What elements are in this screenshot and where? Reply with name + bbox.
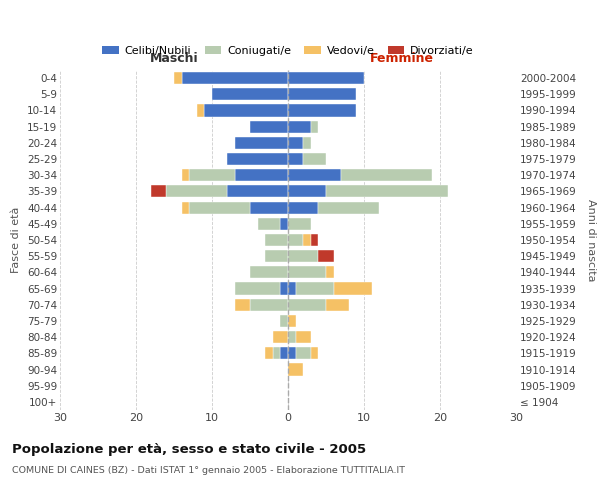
Bar: [288, 331, 296, 343]
Bar: [326, 186, 448, 198]
Bar: [265, 250, 288, 262]
Bar: [235, 282, 280, 294]
Bar: [250, 298, 288, 311]
Bar: [296, 331, 311, 343]
Bar: [235, 298, 250, 311]
Bar: [303, 234, 311, 246]
Bar: [174, 72, 182, 84]
Bar: [280, 348, 288, 360]
Bar: [341, 169, 433, 181]
Bar: [288, 250, 319, 262]
Bar: [189, 202, 250, 213]
Bar: [311, 348, 319, 360]
Bar: [319, 250, 334, 262]
Bar: [280, 282, 288, 294]
Bar: [311, 120, 319, 132]
Bar: [288, 72, 364, 84]
Bar: [288, 88, 356, 101]
Bar: [296, 282, 334, 294]
Bar: [182, 72, 288, 84]
Bar: [288, 137, 303, 149]
Bar: [189, 169, 235, 181]
Bar: [288, 348, 296, 360]
Y-axis label: Fasce di età: Fasce di età: [11, 207, 22, 273]
Bar: [280, 218, 288, 230]
Bar: [227, 186, 288, 198]
Bar: [303, 137, 311, 149]
Bar: [326, 266, 334, 278]
Bar: [182, 202, 189, 213]
Bar: [303, 153, 326, 165]
Bar: [319, 202, 379, 213]
Bar: [250, 202, 288, 213]
Bar: [250, 120, 288, 132]
Bar: [288, 153, 303, 165]
Bar: [235, 169, 288, 181]
Bar: [288, 104, 356, 117]
Bar: [166, 186, 227, 198]
Bar: [288, 234, 303, 246]
Bar: [250, 266, 288, 278]
Bar: [288, 169, 341, 181]
Text: Maschi: Maschi: [149, 52, 199, 65]
Bar: [326, 298, 349, 311]
Legend: Celibi/Nubili, Coniugati/e, Vedovi/e, Divorziati/e: Celibi/Nubili, Coniugati/e, Vedovi/e, Di…: [98, 42, 478, 60]
Bar: [265, 234, 288, 246]
Bar: [288, 218, 311, 230]
Bar: [334, 282, 371, 294]
Bar: [197, 104, 205, 117]
Bar: [311, 234, 319, 246]
Bar: [288, 298, 326, 311]
Bar: [288, 120, 311, 132]
Bar: [288, 315, 296, 327]
Bar: [182, 169, 189, 181]
Bar: [288, 202, 319, 213]
Bar: [227, 153, 288, 165]
Bar: [296, 348, 311, 360]
Bar: [288, 266, 326, 278]
Bar: [257, 218, 280, 230]
Bar: [212, 88, 288, 101]
Bar: [205, 104, 288, 117]
Text: Femmine: Femmine: [370, 52, 434, 65]
Bar: [288, 364, 303, 376]
Bar: [151, 186, 166, 198]
Bar: [288, 186, 326, 198]
Text: Popolazione per età, sesso e stato civile - 2005: Popolazione per età, sesso e stato civil…: [12, 442, 366, 456]
Bar: [273, 348, 280, 360]
Bar: [280, 315, 288, 327]
Y-axis label: Anni di nascita: Anni di nascita: [586, 198, 596, 281]
Bar: [288, 282, 296, 294]
Text: COMUNE DI CAINES (BZ) - Dati ISTAT 1° gennaio 2005 - Elaborazione TUTTITALIA.IT: COMUNE DI CAINES (BZ) - Dati ISTAT 1° ge…: [12, 466, 405, 475]
Bar: [235, 137, 288, 149]
Bar: [273, 331, 288, 343]
Bar: [265, 348, 273, 360]
